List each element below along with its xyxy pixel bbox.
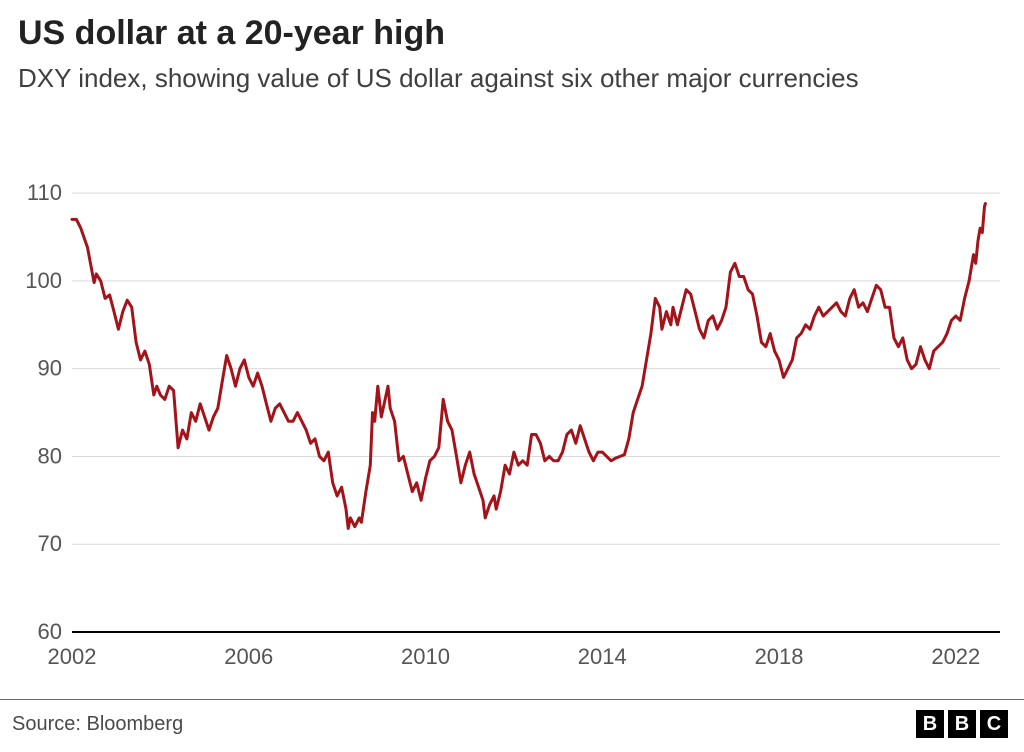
y-tick-label: 100 [25, 268, 62, 293]
chart-subtitle: DXY index, showing value of US dollar ag… [18, 62, 984, 95]
x-tick-label: 2018 [755, 644, 804, 669]
data-line [72, 204, 985, 529]
y-tick-label: 90 [38, 356, 62, 381]
chart-title: US dollar at a 20-year high [18, 14, 445, 53]
source-text: Source: Bloomberg [12, 713, 183, 736]
chart-svg: 60 70 80 90 100 110 2002 2006 2010 2014 2018 2022 [14, 146, 1010, 686]
bbc-logo-block: B [916, 710, 944, 738]
x-tick-label: 2022 [931, 644, 980, 669]
footer-rule [0, 699, 1024, 700]
x-tick-label: 2006 [224, 644, 273, 669]
bbc-logo-block: B [948, 710, 976, 738]
chart-plot-area: 60 70 80 90 100 110 2002 2006 2010 2014 2018 2022 [14, 146, 1010, 686]
x-tick-label: 2002 [48, 644, 97, 669]
x-tick-label: 2010 [401, 644, 450, 669]
chart-container: US dollar at a 20-year high DXY index, s… [0, 0, 1024, 752]
y-tick-label: 70 [38, 531, 62, 556]
bbc-logo-block: C [980, 710, 1008, 738]
y-tick-label: 110 [27, 180, 62, 205]
x-tick-label: 2014 [578, 644, 627, 669]
bbc-logo: B B C [916, 710, 1008, 738]
y-tick-label: 80 [38, 443, 62, 468]
y-tick-label: 60 [38, 619, 62, 644]
